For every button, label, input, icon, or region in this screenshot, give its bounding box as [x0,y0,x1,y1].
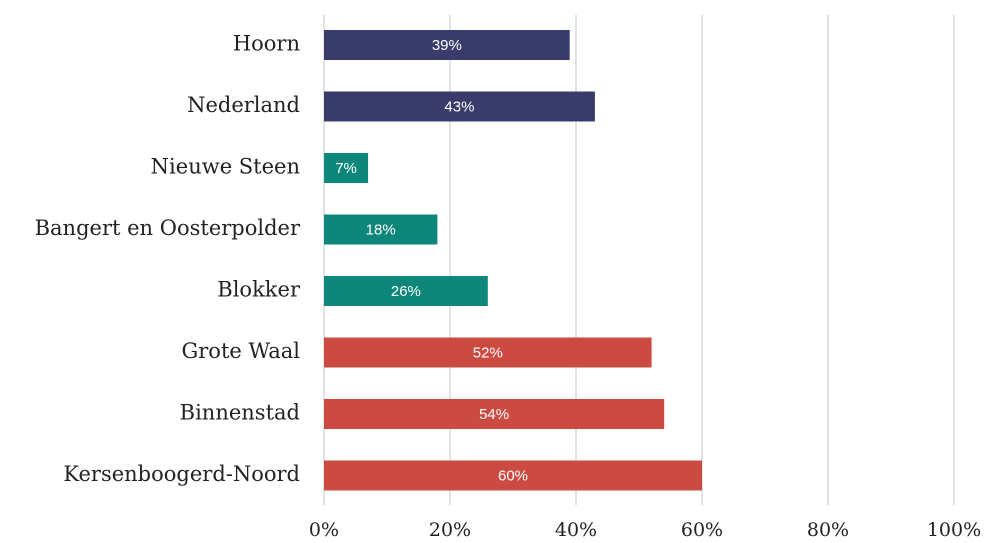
value-label: 54% [479,406,509,423]
bar [324,91,595,122]
bar [324,276,488,306]
y-tick-label: Binnenstad [180,401,300,425]
y-tick-label: Blokker [217,278,301,302]
value-label: 18% [366,221,396,238]
bar [324,30,570,60]
value-label: 39% [432,37,462,54]
bar [324,153,369,183]
y-tick-label: Kersenboogerd-Noord [63,462,300,486]
value-label: 52% [473,344,503,361]
x-tick-label: 60% [681,519,723,541]
y-tick-label: Nieuwe Steen [151,155,300,179]
value-label: 26% [391,283,421,300]
value-label: 43% [444,98,474,115]
y-tick-label: Grote Waal [181,339,300,363]
x-tick-label: 80% [807,519,849,541]
value-label: 7% [335,160,357,177]
y-tick-label: Bangert en Oosterpolder [35,216,301,240]
bar [324,214,438,245]
x-tick-label: 100% [927,519,981,541]
x-tick-label: 40% [555,519,597,541]
bar [324,460,702,491]
y-tick-label: Hoorn [233,32,300,56]
x-tick-label: 20% [429,519,471,541]
x-tick-label: 0% [309,519,339,541]
bar [324,337,652,368]
y-tick-label: Nederland [187,93,300,117]
value-label: 60% [498,467,528,484]
bar [324,399,665,429]
